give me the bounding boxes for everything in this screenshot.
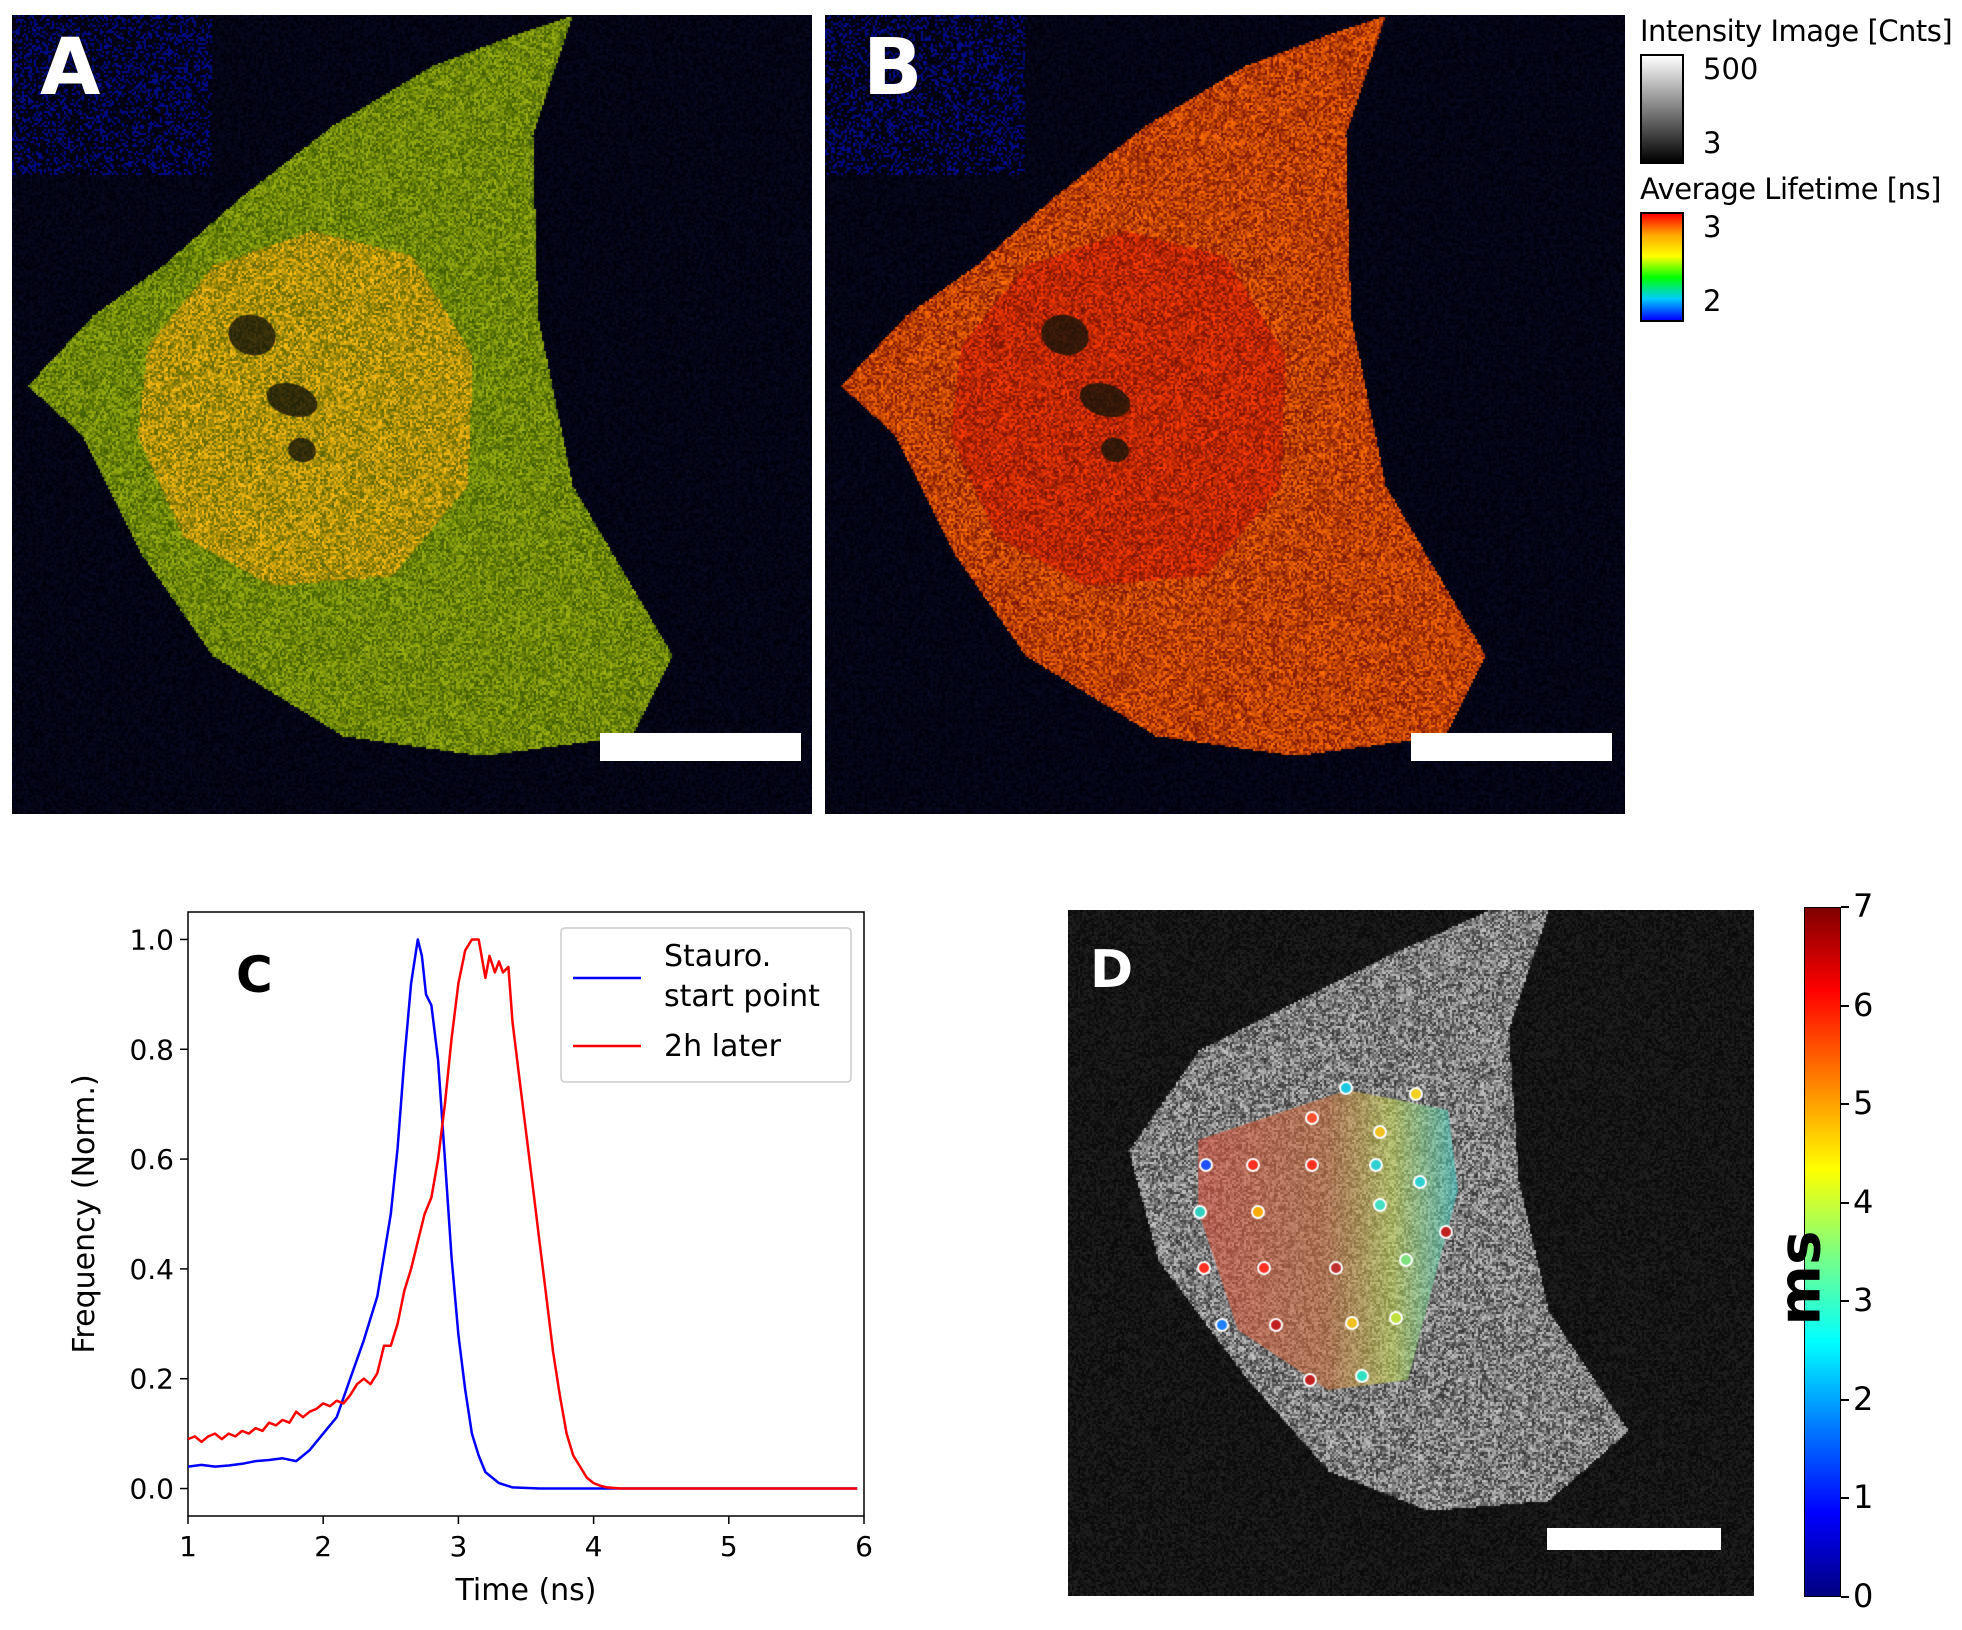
panel-d-image: D — [1068, 910, 1754, 1596]
colorbar-tick — [1841, 1497, 1849, 1500]
panel-c-label: C — [236, 946, 273, 1004]
intensity-min-label: 3 — [1703, 126, 1722, 160]
x-tick-label: 3 — [449, 1530, 467, 1563]
x-tick-label: 1 — [179, 1530, 197, 1563]
y-tick-label: 0.8 — [129, 1033, 174, 1066]
legend-label: start point — [664, 979, 820, 1014]
colorbar-tick — [1841, 906, 1849, 908]
x-tick-label: 5 — [720, 1530, 738, 1563]
panel-a-label: A — [40, 23, 101, 113]
colorbar-tick-label: 0 — [1853, 1577, 1874, 1615]
colorbar-tick — [1841, 1300, 1849, 1303]
lifetime-colorbar — [1640, 212, 1684, 322]
series-line-1 — [187, 938, 858, 1490]
lifetime-legend-title: Average Lifetime [ns] — [1640, 172, 1941, 206]
panel-b-flim-image: B — [825, 15, 1625, 814]
flim-image-b — [825, 15, 1625, 814]
panel-c-chart: 1 2 3 4 5 6 0.0 0.2 0.4 0.6 0.8 1.0 Time (ns) Frequen… — [67, 911, 873, 1608]
colorbar-tick — [1841, 1398, 1849, 1401]
scale-bar-a — [600, 733, 801, 761]
overlay-image-d — [1068, 910, 1754, 1596]
colorbar-tick-label: 7 — [1853, 887, 1874, 925]
colorbar-tick-label: 6 — [1853, 985, 1874, 1024]
lifetime-min-label: 2 — [1703, 284, 1722, 318]
colorbar-tick-label: 4 — [1853, 1182, 1874, 1221]
legend-label: 2h later — [664, 1029, 782, 1064]
y-axis-label: Frequency (Norm.) — [67, 1074, 102, 1353]
colorbar-tick — [1841, 1004, 1849, 1007]
y-tick-label: 1.0 — [129, 923, 174, 956]
legend-frame — [560, 927, 852, 1083]
x-axis-label: Time (ns) — [454, 1573, 596, 1608]
x-tick-label: 4 — [585, 1530, 603, 1563]
colorbar-tick-label: 5 — [1853, 1084, 1874, 1123]
flim-image-a — [12, 15, 812, 814]
plot-frame — [187, 911, 865, 1517]
y-tick-label: 0.4 — [129, 1253, 174, 1286]
y-tick-label: 0.6 — [129, 1143, 174, 1176]
series-line-0 — [187, 938, 858, 1490]
colorbar-tick-label: 3 — [1853, 1281, 1874, 1320]
panel-d-label: D — [1090, 940, 1134, 1000]
scale-bar-d — [1547, 1528, 1721, 1550]
scale-bar-b — [1411, 733, 1612, 761]
legend-label: Stauro. — [664, 939, 771, 974]
y-tick-label: 0.2 — [129, 1363, 174, 1396]
intensity-colorbar — [1640, 54, 1684, 164]
chart-legend: Stauro. start point 2h later — [560, 927, 852, 1083]
panel-a-flim-image: A — [12, 15, 812, 814]
colorbar-tick — [1841, 1201, 1849, 1204]
colorbar-tick-label: 2 — [1853, 1379, 1874, 1418]
panel-b-label: B — [863, 23, 923, 113]
colorbar-tick — [1841, 1596, 1849, 1598]
intensity-legend-title: Intensity Image [Cnts] — [1640, 14, 1953, 48]
colorbar-tick — [1841, 1103, 1849, 1106]
x-tick-label: 6 — [855, 1530, 873, 1563]
panel-d-colorbar-unit: ms — [1765, 1230, 1834, 1326]
colorbar-tick-label: 1 — [1853, 1478, 1874, 1517]
x-tick-label: 2 — [314, 1530, 332, 1563]
lifetime-max-label: 3 — [1703, 210, 1722, 244]
intensity-max-label: 500 — [1703, 52, 1759, 86]
panel-d-colorbar — [1804, 907, 1841, 1597]
y-tick-label: 0.0 — [129, 1473, 174, 1506]
